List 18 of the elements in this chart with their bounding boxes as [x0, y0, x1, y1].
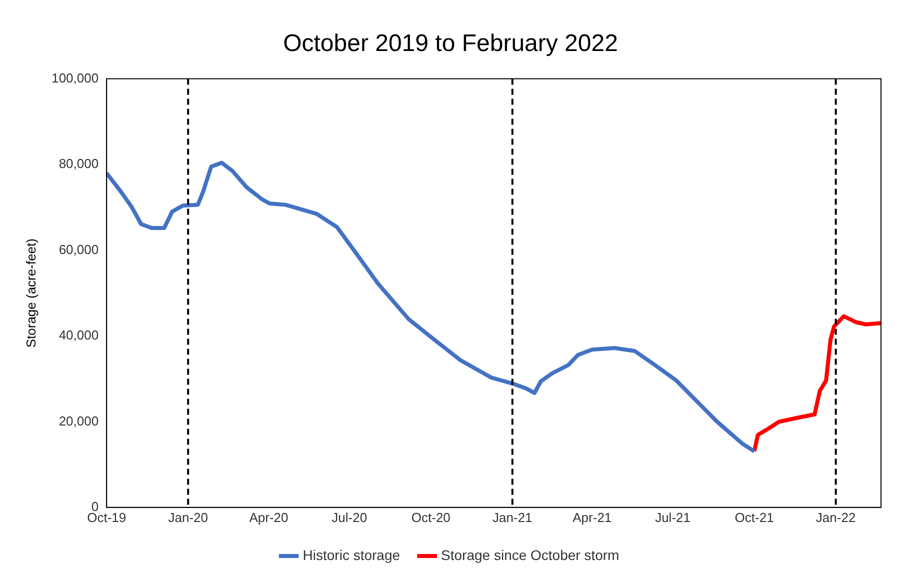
- y-tick-label: 100,000: [52, 70, 99, 86]
- x-tick-label: Oct-20: [411, 510, 450, 525]
- y-tick-label: 60,000: [58, 242, 99, 257]
- y-tick-label: 80,000: [58, 156, 99, 172]
- x-tick-label: Jul-20: [332, 510, 368, 525]
- y-axis-title: Storage (acre-feet): [23, 238, 38, 348]
- legend-label: Historic storage: [302, 546, 400, 563]
- x-tick-label: Apr-21: [572, 510, 612, 525]
- x-tick-label: Apr-20: [249, 510, 288, 525]
- chart-title: October 2019 to February 2022: [283, 30, 618, 58]
- legend-label: Storage since October storm: [441, 546, 620, 563]
- x-tick-label: Jul-21: [655, 510, 690, 525]
- y-tick-label: 20,000: [58, 413, 99, 428]
- x-tick-label: Oct-21: [734, 510, 774, 525]
- x-tick-label: Jan-21: [492, 510, 532, 525]
- x-tick-label: Jan-20: [168, 510, 208, 525]
- y-tick-label: 40,000: [58, 328, 99, 343]
- x-tick-label: Jan-22: [816, 510, 856, 525]
